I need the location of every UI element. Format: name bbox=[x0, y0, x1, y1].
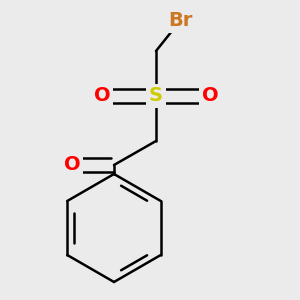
Text: O: O bbox=[64, 155, 80, 175]
Text: O: O bbox=[94, 86, 110, 106]
Text: O: O bbox=[202, 86, 218, 106]
Text: S: S bbox=[149, 86, 163, 106]
Text: Br: Br bbox=[168, 11, 192, 31]
